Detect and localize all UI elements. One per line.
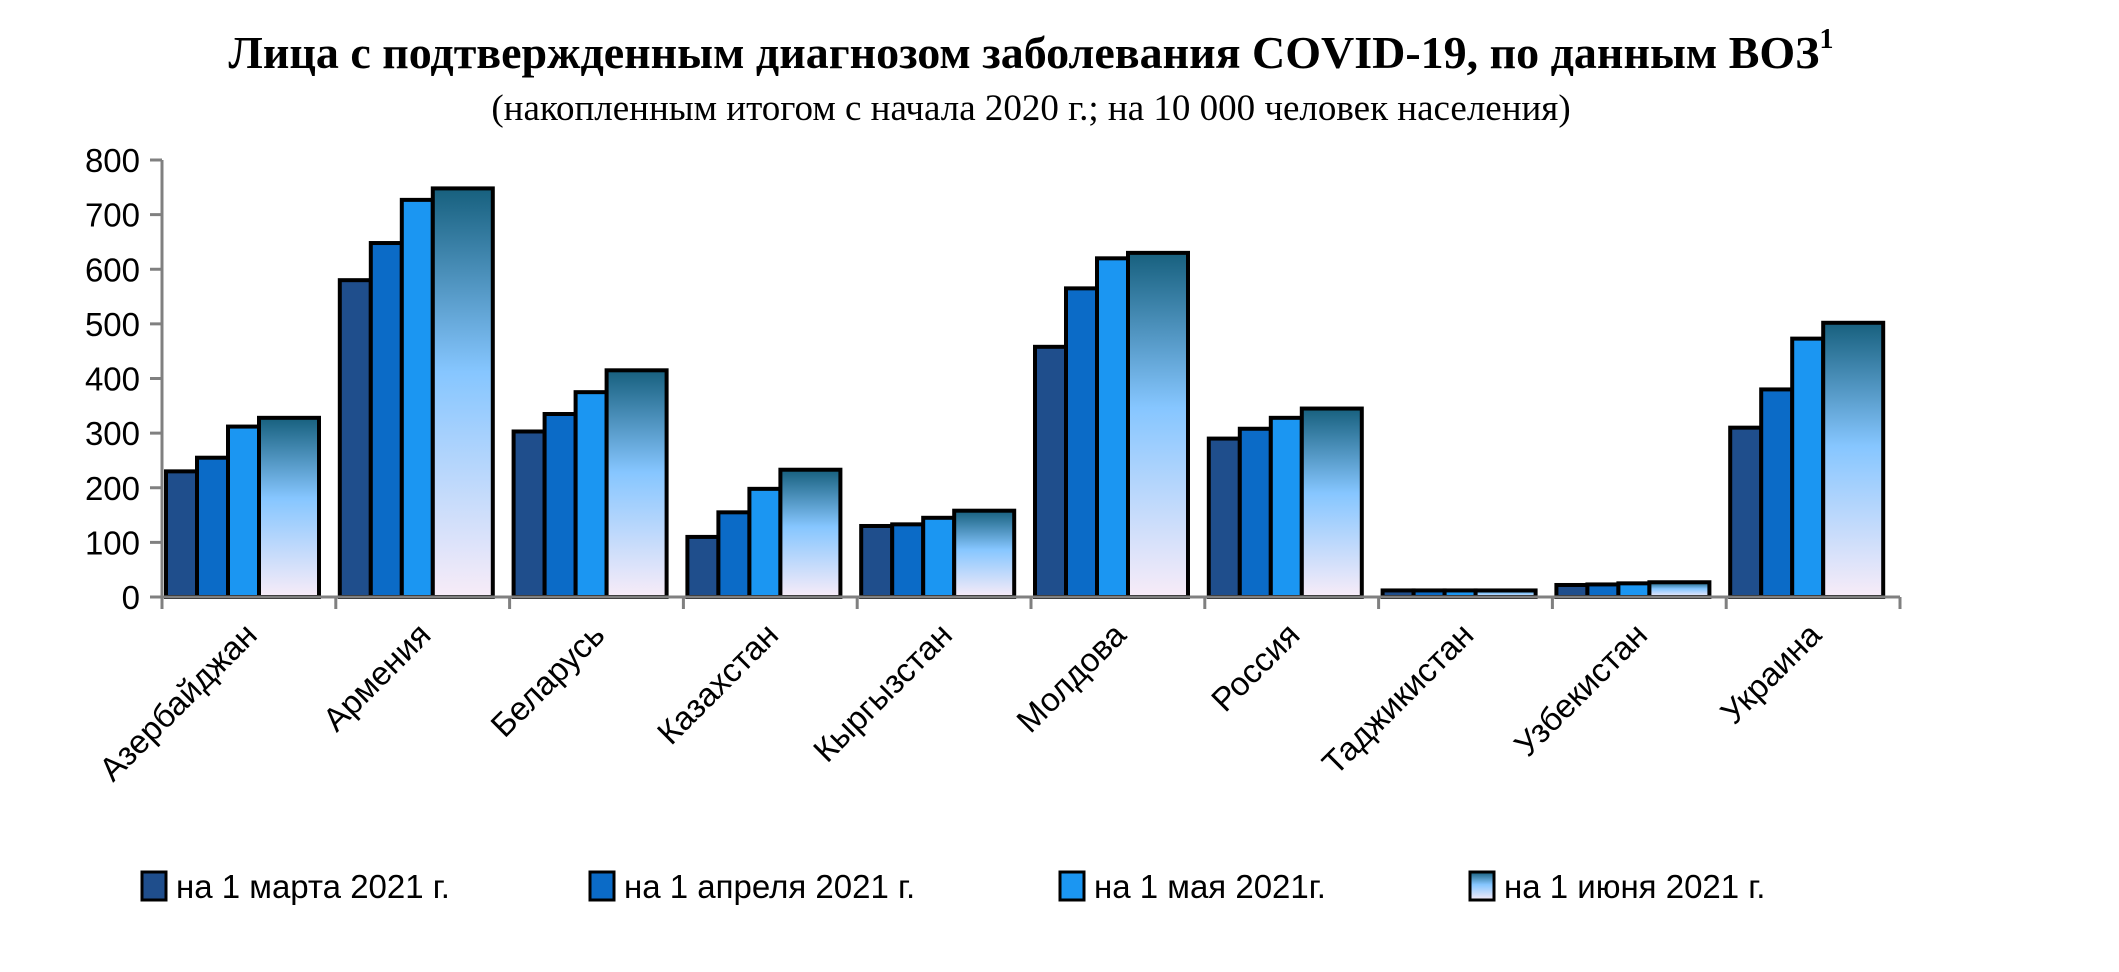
bar xyxy=(1647,580,1712,599)
bar xyxy=(226,424,261,599)
x-tick-label: Кыргызстан xyxy=(806,616,959,769)
x-tick-label: Украина xyxy=(1713,615,1828,730)
legend-label: на 1 марта 2021 г. xyxy=(176,868,450,905)
x-tick-label: Армения xyxy=(315,616,437,738)
bar xyxy=(1759,387,1795,599)
y-tick-label: 700 xyxy=(85,197,140,234)
bar xyxy=(952,508,1017,600)
x-tick-label: Беларусь xyxy=(483,616,611,744)
bar xyxy=(195,455,230,599)
x-tick-label: Таджикистан xyxy=(1315,616,1481,782)
x-tick-label: Азербайджан xyxy=(92,616,264,788)
bar xyxy=(164,469,199,599)
bar xyxy=(337,278,373,599)
bar xyxy=(1821,320,1886,599)
legend: на 1 марта 2021 г. на 1 апреля 2021 г. на … xyxy=(140,868,1765,905)
bar xyxy=(1616,581,1652,599)
legend-label: на 1 мая 2021г. xyxy=(1094,868,1326,905)
bar xyxy=(1237,426,1273,599)
x-tick-label: Молдова xyxy=(1009,615,1133,739)
bar xyxy=(1728,425,1764,599)
x-tick-label: Казахстан xyxy=(650,616,786,752)
title-footnote: 1 xyxy=(1819,24,1833,55)
bar xyxy=(1126,250,1190,600)
bar xyxy=(859,523,895,599)
bar xyxy=(368,241,404,599)
bar xyxy=(1206,436,1242,599)
legend-label: на 1 апреля 2021 г. xyxy=(624,868,915,905)
y-tick-label: 500 xyxy=(85,306,140,343)
bar xyxy=(1299,406,1364,600)
bar xyxy=(1554,582,1590,599)
chart-title: Лица с подтвержденным диагнозом заболева… xyxy=(229,24,1834,78)
y-tick-label: 200 xyxy=(85,470,140,507)
chart-subtitle: (накопленным итогом с начала 2020 г.; на… xyxy=(491,88,1570,129)
bar xyxy=(257,415,321,599)
bar xyxy=(778,467,843,600)
x-tick-label: Россия xyxy=(1204,616,1307,719)
plot-area: 0 100 200 300 400 500 600 700 800 Азербайджан Арме… xyxy=(85,142,1902,788)
bar xyxy=(1064,286,1099,599)
bar xyxy=(542,412,578,599)
bar xyxy=(1095,256,1130,599)
bar xyxy=(921,515,957,600)
legend-label: на 1 июня 2021 г. xyxy=(1504,868,1765,905)
x-tick-label: Узбекистан xyxy=(1507,616,1654,763)
bar xyxy=(747,486,783,599)
y-tick-label: 800 xyxy=(85,142,140,179)
bar xyxy=(716,510,752,599)
bar xyxy=(511,429,547,599)
bar xyxy=(890,522,926,600)
legend-swatch xyxy=(1468,870,1496,902)
bar xyxy=(1585,582,1621,600)
y-tick-label: 400 xyxy=(85,361,140,398)
legend-swatch xyxy=(588,870,616,902)
bar xyxy=(1033,344,1068,599)
y-tick-label: 0 xyxy=(122,579,140,616)
bar xyxy=(430,186,495,599)
y-tick-label: 100 xyxy=(85,524,140,561)
y-tick-label: 600 xyxy=(85,251,140,288)
legend-swatch xyxy=(1058,870,1086,902)
bar xyxy=(685,534,721,599)
bar xyxy=(573,390,609,599)
legend-swatch xyxy=(140,870,168,902)
bar xyxy=(604,368,669,599)
y-tick-label: 300 xyxy=(85,415,140,452)
bar xyxy=(1790,336,1826,599)
bar xyxy=(399,197,435,599)
bar xyxy=(1268,415,1304,599)
